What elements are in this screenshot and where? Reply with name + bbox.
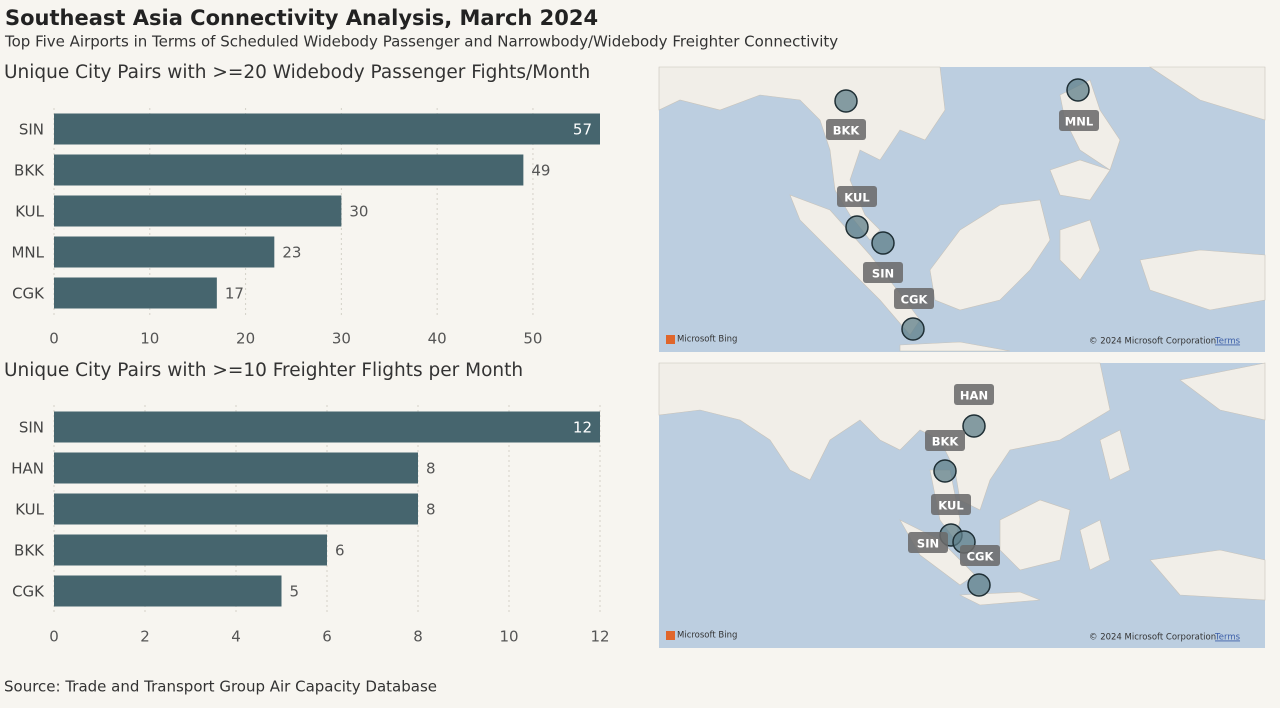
- x-tick-label: 8: [413, 628, 423, 646]
- map-marker: [901, 317, 925, 341]
- map-marker: [871, 231, 895, 255]
- map: HAN BKK KUL SIN CGK Microsoft Bing © 2024 Micr…: [658, 362, 1266, 648]
- map-label: CGK: [967, 550, 995, 564]
- map-marker: [834, 89, 858, 113]
- map-marker: [967, 573, 991, 597]
- map-label-box: [925, 430, 965, 451]
- y-tick-label: CGK: [12, 583, 45, 601]
- map-land: [899, 341, 1011, 352]
- x-tick-label: 50: [523, 330, 542, 348]
- data-label: 23: [282, 244, 301, 262]
- bar: [54, 277, 217, 309]
- map-label-box: [908, 532, 948, 553]
- map-terms[interactable]: Terms: [1214, 337, 1241, 347]
- map-label-box: [826, 119, 866, 140]
- map-land: [1149, 66, 1266, 121]
- map-land: [658, 66, 946, 241]
- map-label: BKK: [932, 435, 960, 449]
- chart-title: Unique City Pairs with >=10 Freighter Fl…: [4, 360, 523, 381]
- data-label: 30: [349, 203, 368, 221]
- x-tick-label: 6: [322, 628, 332, 646]
- data-label: 8: [426, 501, 436, 519]
- x-tick-label: 40: [428, 330, 447, 348]
- x-tick-label: 2: [140, 628, 150, 646]
- x-tick-label: 0: [49, 628, 59, 646]
- bar: [54, 493, 418, 525]
- map-copyright: © 2024 Microsoft Corporation: [1089, 337, 1216, 347]
- bing-logo-icon: [666, 335, 675, 344]
- y-tick-label: BKK: [14, 542, 45, 560]
- map-label: SIN: [917, 537, 939, 551]
- map-land: [1099, 429, 1131, 481]
- map-marker: [845, 215, 869, 239]
- map-label: HAN: [960, 389, 988, 403]
- map-land: [1179, 362, 1266, 421]
- bar: [54, 575, 282, 607]
- y-tick-label: CGK: [12, 285, 45, 303]
- y-tick-label: HAN: [11, 460, 44, 478]
- bar: [54, 195, 342, 227]
- y-tick-label: SIN: [19, 419, 44, 437]
- map-label-box: [931, 494, 971, 515]
- map-terms[interactable]: Terms: [1214, 633, 1241, 643]
- x-tick-label: 4: [231, 628, 241, 646]
- y-tick-label: MNL: [11, 244, 44, 262]
- map-label: BKK: [833, 124, 861, 138]
- bar: [54, 534, 327, 566]
- data-label: 8: [426, 460, 436, 478]
- source-note: Source: Trade and Transport Group Air Ca…: [4, 678, 437, 696]
- data-label: 17: [225, 285, 244, 303]
- map-label: SIN: [872, 267, 894, 281]
- map: BKK MNL KUL SIN CGK Microsoft Bing © 2024 Micr…: [658, 66, 1266, 352]
- map-land: [929, 199, 1051, 311]
- x-tick-label: 10: [499, 628, 518, 646]
- map-land: [658, 362, 1111, 511]
- map-label-box: [837, 186, 877, 207]
- map-label-box: [1059, 110, 1099, 131]
- y-tick-label: SIN: [19, 121, 44, 139]
- y-tick-label: BKK: [14, 162, 45, 180]
- y-tick-label: KUL: [15, 501, 44, 519]
- chart-title: Unique City Pairs with >=20 Widebody Pas…: [4, 62, 590, 83]
- bar: [54, 154, 524, 186]
- map-marker: [933, 459, 957, 483]
- x-tick-label: 10: [140, 330, 159, 348]
- x-tick-label: 30: [332, 330, 351, 348]
- map-label: CGK: [901, 293, 929, 307]
- map-label: KUL: [938, 499, 964, 513]
- page-title: Southeast Asia Connectivity Analysis, Ma…: [5, 6, 598, 30]
- bar: [54, 411, 600, 443]
- data-label: 49: [531, 162, 550, 180]
- map-land: [1079, 519, 1111, 571]
- bar: [54, 236, 275, 268]
- x-tick-label: 12: [590, 628, 609, 646]
- map-label: MNL: [1065, 115, 1094, 129]
- map-land: [1149, 549, 1266, 601]
- map-label-box: [960, 545, 1000, 566]
- map-land: [1049, 159, 1111, 201]
- bar: [54, 113, 600, 145]
- map-logo: Microsoft Bing: [677, 335, 737, 345]
- map-label-box: [954, 384, 994, 405]
- map-land: [1139, 249, 1266, 311]
- x-tick-label: 20: [236, 330, 255, 348]
- data-label: 12: [573, 419, 592, 437]
- data-label: 6: [335, 542, 345, 560]
- map-label-box: [863, 262, 903, 283]
- data-label: 5: [290, 583, 300, 601]
- x-tick-label: 0: [49, 330, 59, 348]
- map-copyright: © 2024 Microsoft Corporation: [1089, 633, 1216, 643]
- bing-logo-icon: [666, 631, 675, 640]
- map-label: KUL: [844, 191, 870, 205]
- map-marker: [962, 414, 986, 438]
- map-land: [1059, 219, 1101, 281]
- bar: [54, 452, 418, 484]
- page-subtitle: Top Five Airports in Terms of Scheduled …: [4, 33, 838, 51]
- data-label: 57: [573, 121, 592, 139]
- map-label-box: [894, 288, 934, 309]
- map-logo: Microsoft Bing: [677, 631, 737, 641]
- map-marker: [1066, 78, 1090, 102]
- y-tick-label: KUL: [15, 203, 44, 221]
